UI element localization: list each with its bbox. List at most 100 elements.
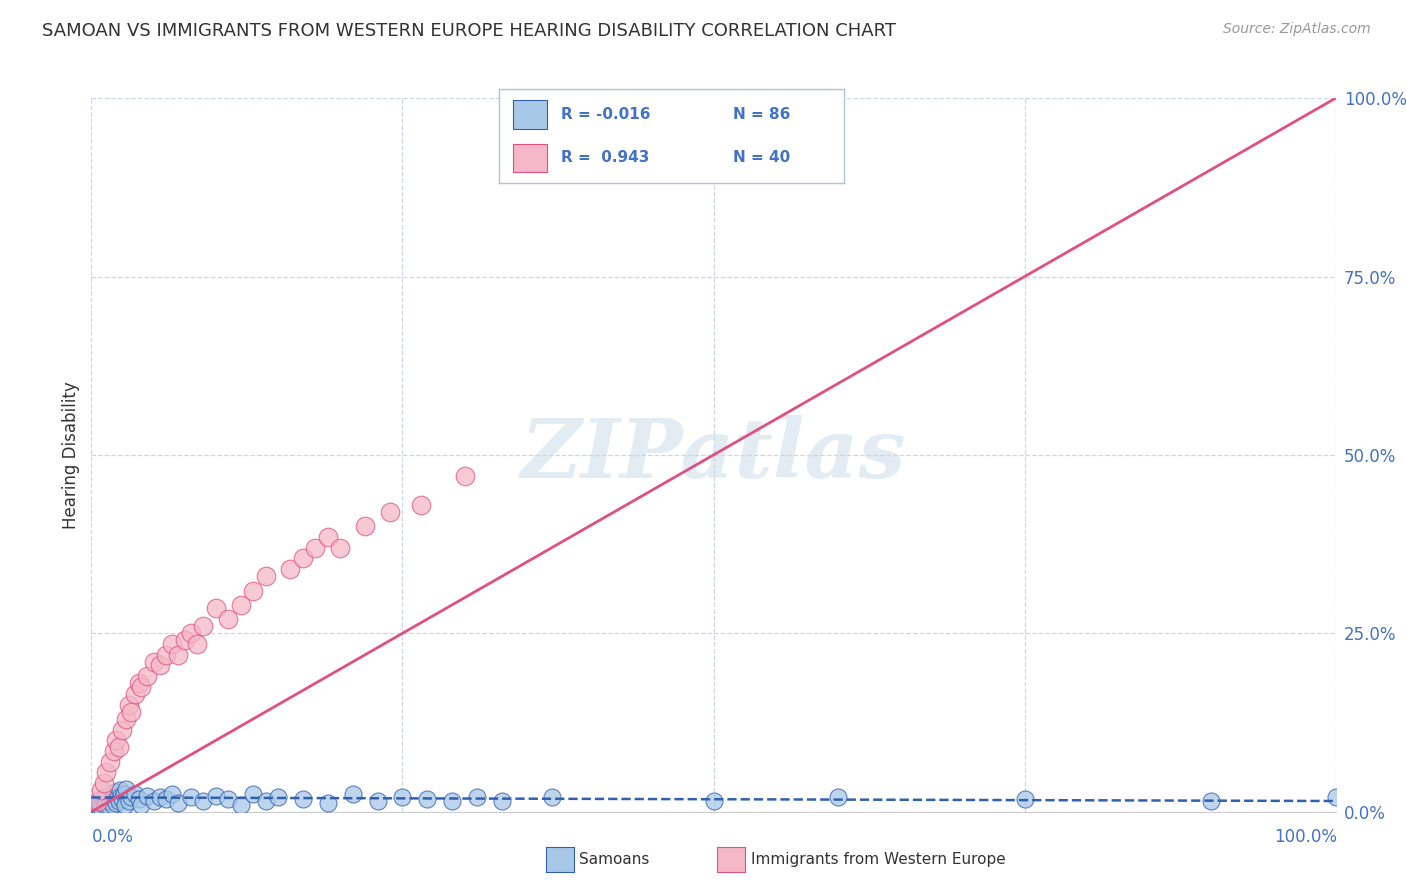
- Point: [267, 790, 290, 805]
- Point: [491, 794, 513, 808]
- Point: [217, 612, 239, 626]
- Point: [120, 790, 142, 805]
- Point: [162, 637, 184, 651]
- Point: [180, 626, 202, 640]
- Point: [107, 790, 129, 805]
- Point: [254, 569, 277, 583]
- Point: [441, 794, 464, 808]
- Point: [167, 796, 190, 810]
- Point: [97, 799, 120, 814]
- Point: [89, 796, 111, 810]
- Point: [91, 792, 114, 806]
- Y-axis label: Hearing Disability: Hearing Disability: [62, 381, 80, 529]
- Point: [128, 676, 150, 690]
- Point: [162, 787, 184, 801]
- Point: [93, 790, 115, 805]
- Point: [378, 505, 401, 519]
- Point: [118, 794, 141, 808]
- Point: [100, 787, 122, 801]
- Point: [702, 794, 725, 808]
- Text: N = 40: N = 40: [734, 150, 790, 165]
- Text: 0.0%: 0.0%: [91, 828, 134, 846]
- Point: [103, 792, 125, 806]
- Point: [86, 797, 108, 812]
- Point: [110, 789, 132, 803]
- Point: [105, 733, 128, 747]
- Point: [416, 792, 439, 806]
- Point: [120, 705, 142, 719]
- Point: [291, 792, 314, 806]
- Point: [1324, 790, 1347, 805]
- Point: [304, 541, 326, 555]
- Point: [280, 562, 302, 576]
- Point: [155, 792, 177, 806]
- Point: [193, 794, 215, 808]
- Point: [242, 787, 264, 801]
- Point: [105, 796, 128, 810]
- Bar: [513, 101, 547, 128]
- Point: [186, 637, 208, 651]
- Point: [342, 787, 364, 801]
- Point: [97, 789, 120, 803]
- Point: [391, 790, 413, 805]
- Point: [112, 787, 135, 801]
- Point: [411, 498, 433, 512]
- Text: R = -0.016: R = -0.016: [561, 107, 651, 122]
- Point: [136, 789, 159, 803]
- Point: [96, 794, 118, 808]
- Point: [90, 800, 112, 814]
- Point: [107, 740, 129, 755]
- Point: [329, 541, 352, 555]
- Point: [124, 687, 146, 701]
- Text: Samoans: Samoans: [579, 853, 650, 867]
- Point: [124, 787, 146, 801]
- Point: [94, 797, 117, 812]
- Point: [827, 790, 849, 805]
- Point: [86, 799, 108, 814]
- Text: R =  0.943: R = 0.943: [561, 150, 650, 165]
- Point: [104, 785, 127, 799]
- Point: [149, 790, 172, 805]
- Point: [149, 658, 172, 673]
- Point: [98, 794, 121, 808]
- Point: [173, 633, 195, 648]
- Point: [180, 790, 202, 805]
- Point: [103, 744, 125, 758]
- Point: [1201, 794, 1223, 808]
- Point: [128, 792, 150, 806]
- Text: SAMOAN VS IMMIGRANTS FROM WESTERN EUROPE HEARING DISABILITY CORRELATION CHART: SAMOAN VS IMMIGRANTS FROM WESTERN EUROPE…: [42, 22, 896, 40]
- Point: [453, 469, 475, 483]
- Point: [316, 530, 339, 544]
- Point: [291, 551, 314, 566]
- Point: [1014, 792, 1036, 806]
- Point: [316, 796, 339, 810]
- Text: Source: ZipAtlas.com: Source: ZipAtlas.com: [1223, 22, 1371, 37]
- Point: [193, 619, 215, 633]
- Point: [87, 794, 110, 808]
- Point: [465, 790, 488, 805]
- Text: Immigrants from Western Europe: Immigrants from Western Europe: [751, 853, 1005, 867]
- Point: [107, 794, 129, 808]
- Point: [254, 794, 277, 808]
- Point: [115, 712, 138, 726]
- Point: [167, 648, 190, 662]
- Point: [142, 794, 165, 808]
- Point: [229, 598, 252, 612]
- Text: ZIPatlas: ZIPatlas: [520, 415, 907, 495]
- Point: [96, 765, 118, 780]
- Point: [217, 792, 239, 806]
- Point: [83, 801, 105, 815]
- Point: [108, 783, 131, 797]
- Point: [205, 789, 228, 803]
- Point: [86, 794, 108, 808]
- Point: [205, 601, 228, 615]
- Point: [111, 792, 134, 806]
- Point: [111, 723, 134, 737]
- Point: [136, 669, 159, 683]
- Point: [155, 648, 177, 662]
- Point: [90, 783, 112, 797]
- Point: [114, 797, 136, 812]
- Point: [101, 797, 124, 812]
- Point: [242, 583, 264, 598]
- Point: [129, 680, 152, 694]
